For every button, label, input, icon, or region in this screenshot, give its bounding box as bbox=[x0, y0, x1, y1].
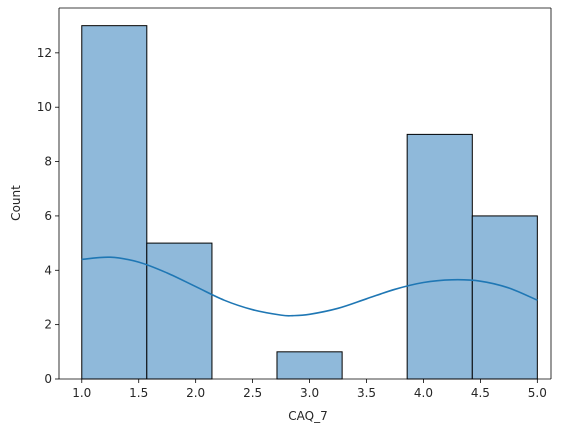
y-tick-label: 6 bbox=[44, 209, 52, 223]
x-tick-label: 1.5 bbox=[129, 386, 148, 400]
x-axis-label: CAQ_7 bbox=[288, 409, 327, 423]
y-tick-label: 4 bbox=[44, 263, 52, 277]
y-tick-label: 0 bbox=[44, 372, 52, 386]
histogram-bar bbox=[146, 242, 213, 380]
axes-frame bbox=[58, 7, 552, 380]
y-axis-label: Count bbox=[9, 185, 23, 221]
histogram-bar bbox=[81, 25, 148, 380]
x-tick-label: 5.0 bbox=[528, 386, 547, 400]
x-tick-label: 4.0 bbox=[414, 386, 433, 400]
histogram-bar bbox=[406, 133, 473, 380]
y-tick-label: 8 bbox=[44, 155, 52, 169]
x-tick-label: 1.0 bbox=[72, 386, 91, 400]
y-tick-label: 2 bbox=[44, 318, 52, 332]
x-tick-label: 2.0 bbox=[186, 386, 205, 400]
y-tick-label: 10 bbox=[37, 100, 52, 114]
y-ticks: 0 2 4 6 8 10 12 bbox=[37, 46, 59, 386]
kde-layer bbox=[81, 256, 538, 317]
x-tick-label: 3.5 bbox=[357, 386, 376, 400]
histogram-bar bbox=[276, 351, 343, 380]
kde-line bbox=[81, 256, 538, 317]
x-tick-label: 4.5 bbox=[471, 386, 490, 400]
x-tick-label: 3.0 bbox=[300, 386, 319, 400]
histogram-bar bbox=[471, 215, 538, 380]
x-tick-label: 2.5 bbox=[243, 386, 262, 400]
x-ticks: 1.0 1.5 2.0 2.5 3.0 3.5 4.0 4.5 5.0 bbox=[72, 379, 547, 400]
y-tick-label: 12 bbox=[37, 46, 52, 60]
bars-layer bbox=[81, 25, 538, 380]
